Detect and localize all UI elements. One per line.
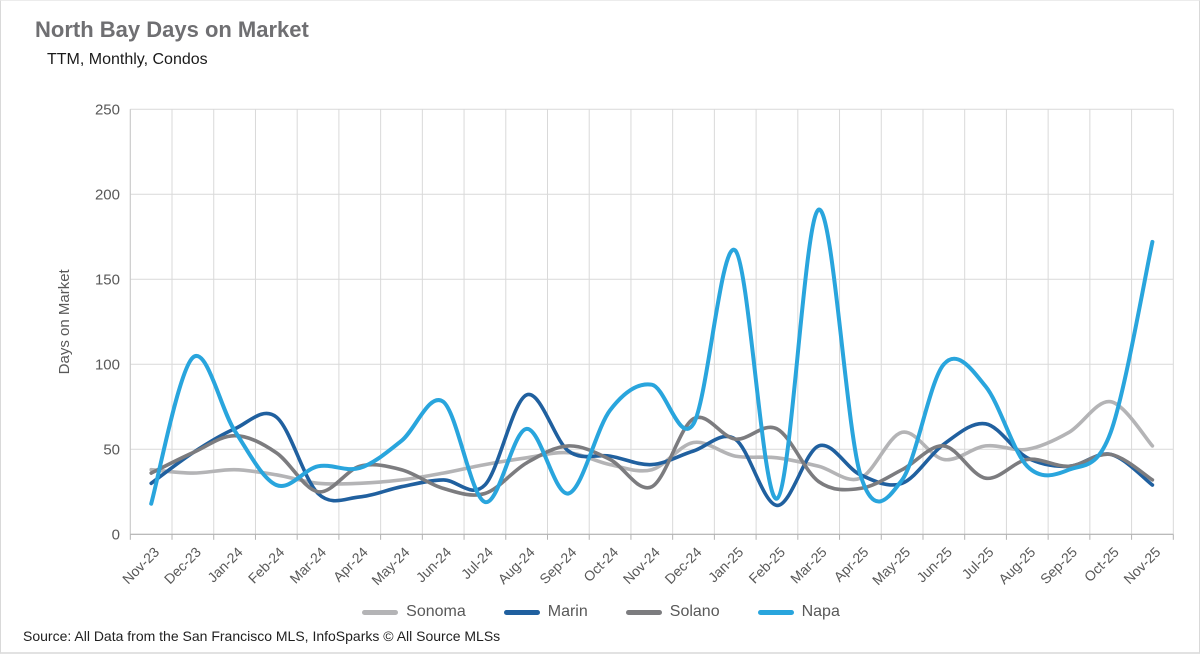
x-tick-label: Dec-23 [161, 544, 204, 587]
series-line-napa [149, 207, 1155, 506]
legend-item-sonoma: Sonoma [362, 603, 466, 621]
x-tick-label: Dec-24 [661, 544, 704, 587]
x-tick-label: Nov-23 [119, 544, 162, 587]
x-tick-label: Nov-24 [620, 544, 663, 587]
x-tick-label: Jul-24 [458, 544, 496, 582]
x-tick-label: Jul-25 [958, 544, 996, 582]
x-tick-label: May-24 [368, 544, 412, 588]
legend-label-napa: Napa [801, 603, 840, 620]
chart-card: 0 50 100 150 200 250 Nov-23 Dec-23 Jan-24 Feb-24 M… [0, 0, 1200, 654]
x-tick-label: Feb-24 [245, 544, 288, 587]
x-tick-label: Sep-24 [536, 544, 579, 587]
legend-label-sonoma: Sonoma [406, 603, 466, 620]
x-tick-label: Jan-24 [204, 544, 246, 586]
legend: Sonoma Marin Solano Napa [1, 600, 1201, 624]
y-tick-label: 100 [95, 356, 120, 373]
napa-line-swatch-icon [757, 609, 794, 615]
y-tick-label: 250 [95, 101, 120, 118]
x-tick-label: Apr-25 [830, 544, 871, 585]
legend-item-solano: Solano [625, 603, 720, 621]
legend-label-marin: Marin [547, 603, 588, 620]
page-title: North Bay Days on Market [35, 17, 309, 42]
y-axis-title: Days on Market [56, 268, 73, 374]
y-tick-label: 150 [95, 271, 120, 288]
legend-item-marin: Marin [503, 603, 588, 621]
y-tick-label: 50 [103, 441, 120, 458]
x-tick-label: Jun-24 [413, 544, 455, 586]
legend-label-solano: Solano [669, 603, 720, 620]
marin-line-swatch-icon [503, 609, 540, 615]
series-line-sonoma [149, 399, 1155, 486]
x-tick-label: Jun-25 [913, 544, 955, 586]
sonoma-line-swatch-icon [362, 609, 399, 615]
x-tick-label: Mar-24 [286, 544, 329, 587]
x-tick-label: Mar-25 [787, 544, 830, 587]
x-tick-label: Aug-25 [995, 544, 1038, 587]
series-lines [149, 207, 1155, 508]
x-tick-label: Feb-25 [745, 544, 788, 587]
y-tick-label: 0 [112, 526, 120, 543]
x-tick-label: Aug-24 [495, 544, 538, 587]
x-tick-label: Jan-25 [705, 544, 747, 586]
y-tick-label: 200 [95, 186, 120, 203]
x-tick-label: May-25 [869, 544, 913, 588]
series-line-marin [149, 393, 1155, 508]
x-tick-label: Sep-25 [1037, 544, 1080, 587]
series-line-solano [149, 415, 1155, 497]
x-tick-label: Apr-24 [330, 544, 371, 585]
page-subtitle: TTM, Monthly, Condos [47, 51, 208, 68]
legend-item-napa: Napa [757, 603, 840, 621]
x-tick-label: Oct-24 [580, 544, 621, 585]
solano-line-swatch-icon [625, 609, 662, 615]
source-note: Source: All Data from the San Francisco … [23, 628, 501, 644]
x-tick-label: Oct-25 [1081, 544, 1122, 585]
x-tick-label: Nov-25 [1120, 544, 1163, 587]
